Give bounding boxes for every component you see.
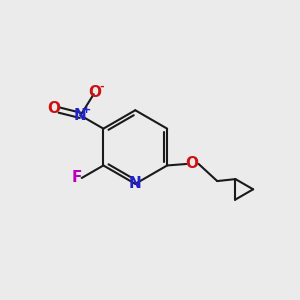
Text: O: O: [47, 101, 61, 116]
Text: F: F: [71, 170, 82, 185]
Text: O: O: [186, 157, 199, 172]
Text: N: N: [74, 108, 87, 123]
Text: N: N: [129, 176, 142, 191]
Text: -: -: [100, 82, 104, 92]
Text: +: +: [82, 104, 92, 115]
Text: O: O: [88, 85, 101, 100]
